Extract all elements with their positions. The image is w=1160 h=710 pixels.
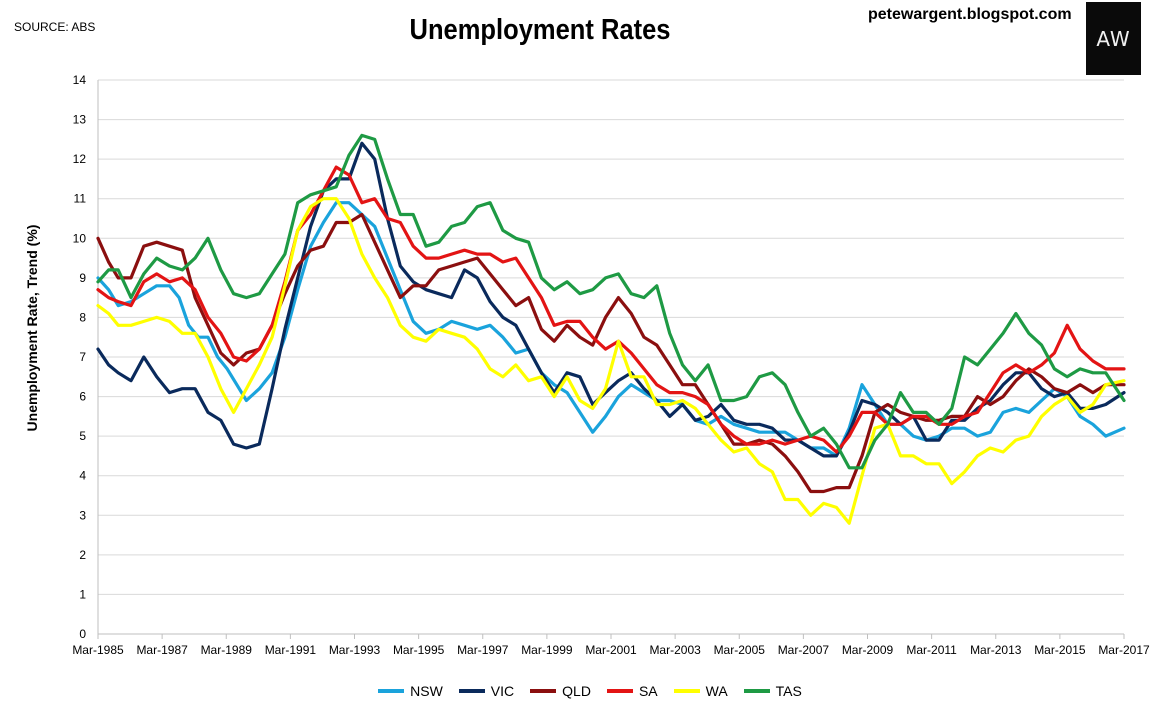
legend-item-sa: SA [606, 683, 658, 699]
y-tick-label: 12 [73, 152, 87, 166]
legend-swatch [673, 689, 700, 693]
legend-item-wa: WA [673, 683, 728, 699]
legend-label: VIC [490, 683, 515, 699]
x-tick-label: Mar-2009 [842, 643, 894, 657]
series-line-vic [96, 141, 1126, 458]
legend-item-qld: QLD [530, 683, 591, 699]
series-line-qld [96, 212, 1126, 494]
axes [97, 80, 1125, 639]
x-tick-label: Mar-1995 [393, 643, 445, 657]
legend-swatch [530, 689, 557, 693]
source-note: SOURCE: ABS [14, 20, 96, 34]
y-tick-label: 11 [74, 192, 87, 206]
x-tick-label: Mar-2011 [906, 643, 957, 657]
x-tick-label: Mar-1985 [72, 643, 124, 657]
x-tick-label: Mar-2005 [714, 643, 766, 657]
x-tick-label: Mar-1997 [457, 643, 509, 657]
website-url: petewargent.blogspot.com [868, 6, 1072, 23]
series-lines [96, 133, 1126, 525]
grid-lines [98, 79, 1124, 595]
x-tick-label: Mar-2001 [585, 643, 637, 657]
x-tick-label: Mar-1999 [521, 643, 573, 657]
aw-logo: AW [1086, 2, 1141, 75]
legend-swatch [606, 689, 633, 693]
y-tick-label: 14 [73, 73, 87, 87]
legend-item-vic: VIC [458, 683, 515, 699]
series-line-sa [96, 165, 1126, 454]
legend-item-tas: TAS [743, 683, 802, 699]
x-tick-label: Mar-1987 [136, 643, 188, 657]
x-tick-label: Mar-2007 [778, 643, 830, 657]
legend-label: WA [705, 683, 728, 699]
x-tick-labels: Mar-1985 Mar-1987 Mar-1989 Mar-1991 Mar-1993… [72, 643, 1150, 657]
series-line-wa [96, 197, 1126, 525]
y-tick-label: 5 [79, 429, 86, 443]
legend-label: NSW [410, 683, 443, 699]
legend: NSW VIC QLD SA WA TAS [10, 683, 1160, 699]
y-tick-label: 8 [79, 310, 86, 324]
y-tick-label: 2 [79, 548, 86, 562]
x-tick-label: Mar-2015 [1034, 643, 1086, 657]
x-tick-label: Mar-1991 [265, 643, 317, 657]
legend-swatch [743, 689, 770, 693]
legend-swatch [378, 689, 405, 693]
x-tick-label: Mar-1989 [201, 643, 253, 657]
legend-label: TAS [775, 683, 802, 699]
y-tick-label: 6 [79, 390, 86, 404]
series-line-nsw [96, 201, 1126, 458]
y-tick-label: 13 [73, 113, 87, 127]
x-tick-label: Mar-2003 [649, 643, 701, 657]
series-line-tas [96, 133, 1126, 470]
legend-item-nsw: NSW [378, 683, 443, 699]
y-tick-label: 4 [79, 469, 86, 483]
y-tick-label: 0 [79, 627, 86, 641]
x-tick-label: Mar-2013 [970, 643, 1022, 657]
y-tick-label: 1 [79, 587, 86, 601]
y-tick-label: 3 [79, 508, 86, 522]
legend-label: QLD [562, 683, 591, 699]
chart-title: Unemployment Rates [409, 14, 671, 46]
legend-label: SA [638, 683, 658, 699]
x-tick-label: Mar-2017 [1098, 643, 1150, 657]
legend-swatch [458, 689, 485, 693]
x-tick-label: Mar-1993 [329, 643, 381, 657]
y-tick-label: 7 [79, 350, 86, 364]
y-tick-label: 9 [79, 271, 86, 285]
y-tick-label: 10 [73, 231, 87, 245]
